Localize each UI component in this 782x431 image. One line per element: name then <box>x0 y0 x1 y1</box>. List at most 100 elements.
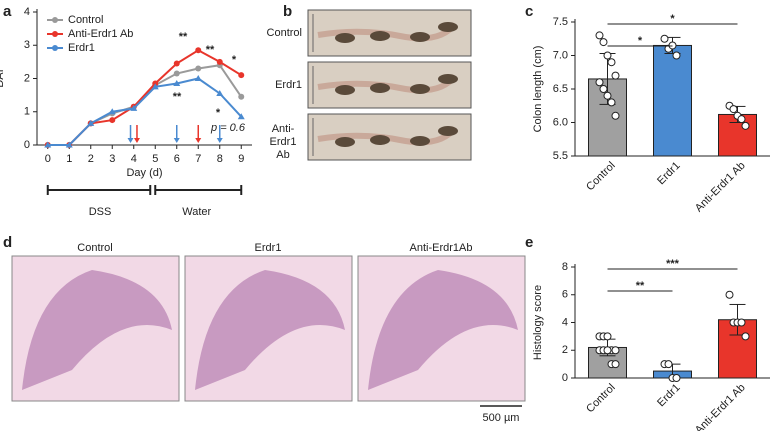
stool <box>438 126 458 136</box>
data-point <box>611 111 620 120</box>
y-tick-label: 0 <box>562 372 568 384</box>
arrow-head <box>216 138 223 143</box>
bar <box>588 346 627 379</box>
annotation: ** <box>173 91 182 103</box>
marker <box>173 60 180 67</box>
data-point <box>737 115 746 124</box>
y-tick-label: 3 <box>24 39 30 51</box>
marker <box>173 79 181 86</box>
x-tick-label: Anti-Erdr1 Ab <box>693 160 748 215</box>
stool <box>335 85 355 95</box>
data-point <box>611 360 620 369</box>
stool <box>370 31 390 41</box>
data-point <box>603 346 612 355</box>
data-point <box>672 374 681 382</box>
data-point <box>741 121 750 130</box>
y-tick-label: 2 <box>24 72 30 84</box>
data-point <box>599 38 608 47</box>
y-tick-label: 4 <box>562 316 568 328</box>
stool <box>438 74 458 84</box>
arrow-head <box>173 138 180 143</box>
x-tick-label: 9 <box>238 153 244 165</box>
y-tick-label: 6 <box>562 289 568 301</box>
significance-label: ** <box>636 280 645 292</box>
data-point <box>603 51 612 60</box>
photo-label: Anti-Erdr1 Ab <box>269 123 297 161</box>
arrow-head <box>133 138 140 143</box>
data-point <box>611 346 620 355</box>
phase-label: DSS <box>89 206 112 218</box>
significance-label: *** <box>666 258 680 270</box>
marker <box>216 58 223 65</box>
y-tick-label: 6.0 <box>553 116 568 128</box>
tissue <box>368 270 518 390</box>
photo-label: Erdr1 <box>275 79 302 91</box>
image-label: Erdr1 <box>255 242 282 254</box>
tissue <box>22 270 172 390</box>
annotation: * <box>216 107 221 119</box>
marker <box>44 141 52 148</box>
stool <box>335 137 355 147</box>
x-tick-label: 6 <box>174 153 180 165</box>
data-point <box>672 51 681 60</box>
x-tick-label: 4 <box>131 153 137 165</box>
stool <box>370 83 390 93</box>
colon <box>317 22 458 42</box>
annotation: ** <box>179 31 188 43</box>
phase-label: Water <box>182 206 211 218</box>
marker <box>87 119 95 126</box>
data-point <box>664 360 673 369</box>
marker <box>195 65 202 72</box>
annotation: ** <box>206 44 215 56</box>
stool <box>410 32 430 42</box>
y-tick-label: 1 <box>24 106 30 118</box>
y-tick-label: 7.5 <box>553 16 568 28</box>
tissue <box>195 270 345 390</box>
arrow-head <box>127 138 134 143</box>
data-point <box>599 85 608 93</box>
x-tick-label: 7 <box>195 153 201 165</box>
data-point <box>729 105 738 114</box>
marker <box>151 83 159 90</box>
x-tick-label: Erdr1 <box>655 382 683 410</box>
panel-letter: c <box>525 3 533 20</box>
y-tick-label: 0 <box>24 139 30 151</box>
significance-label: * <box>670 13 675 25</box>
y-tick-label: 8 <box>562 261 568 273</box>
legend-marker <box>52 17 58 23</box>
y-tick-label: 2 <box>562 344 568 356</box>
y-axis-label: Histology score <box>532 285 544 360</box>
data-point <box>607 58 616 67</box>
data-point <box>607 98 616 107</box>
series-line <box>47 77 242 146</box>
marker <box>238 72 245 79</box>
significance-label: * <box>638 35 643 47</box>
marker <box>195 47 202 54</box>
x-tick-label: 2 <box>88 153 94 165</box>
annotation: p = 0.6 <box>210 122 246 134</box>
colon <box>317 126 458 146</box>
y-tick-label: 4 <box>24 6 30 18</box>
stool <box>438 22 458 32</box>
x-tick-label: 8 <box>217 153 223 165</box>
marker <box>130 104 138 111</box>
data-point <box>737 318 746 327</box>
marker <box>173 70 180 77</box>
bar <box>653 44 692 157</box>
legend-label: Anti-Erdr1 Ab <box>68 28 133 40</box>
x-tick-label: 3 <box>109 153 115 165</box>
image-label: Control <box>77 242 112 254</box>
marker <box>216 89 224 96</box>
legend-label: Erdr1 <box>68 42 95 54</box>
x-tick-label: Control <box>584 382 618 416</box>
x-tick-label: Erdr1 <box>655 160 683 188</box>
data-point <box>603 332 612 341</box>
data-point <box>603 91 612 100</box>
marker <box>238 93 245 100</box>
data-point <box>668 41 677 50</box>
annotation: * <box>232 54 237 66</box>
scale-bar-label: 500 µm <box>483 412 520 424</box>
x-tick-label: Anti-Erdr1 Ab <box>693 382 748 431</box>
photo-label: Control <box>267 27 302 39</box>
